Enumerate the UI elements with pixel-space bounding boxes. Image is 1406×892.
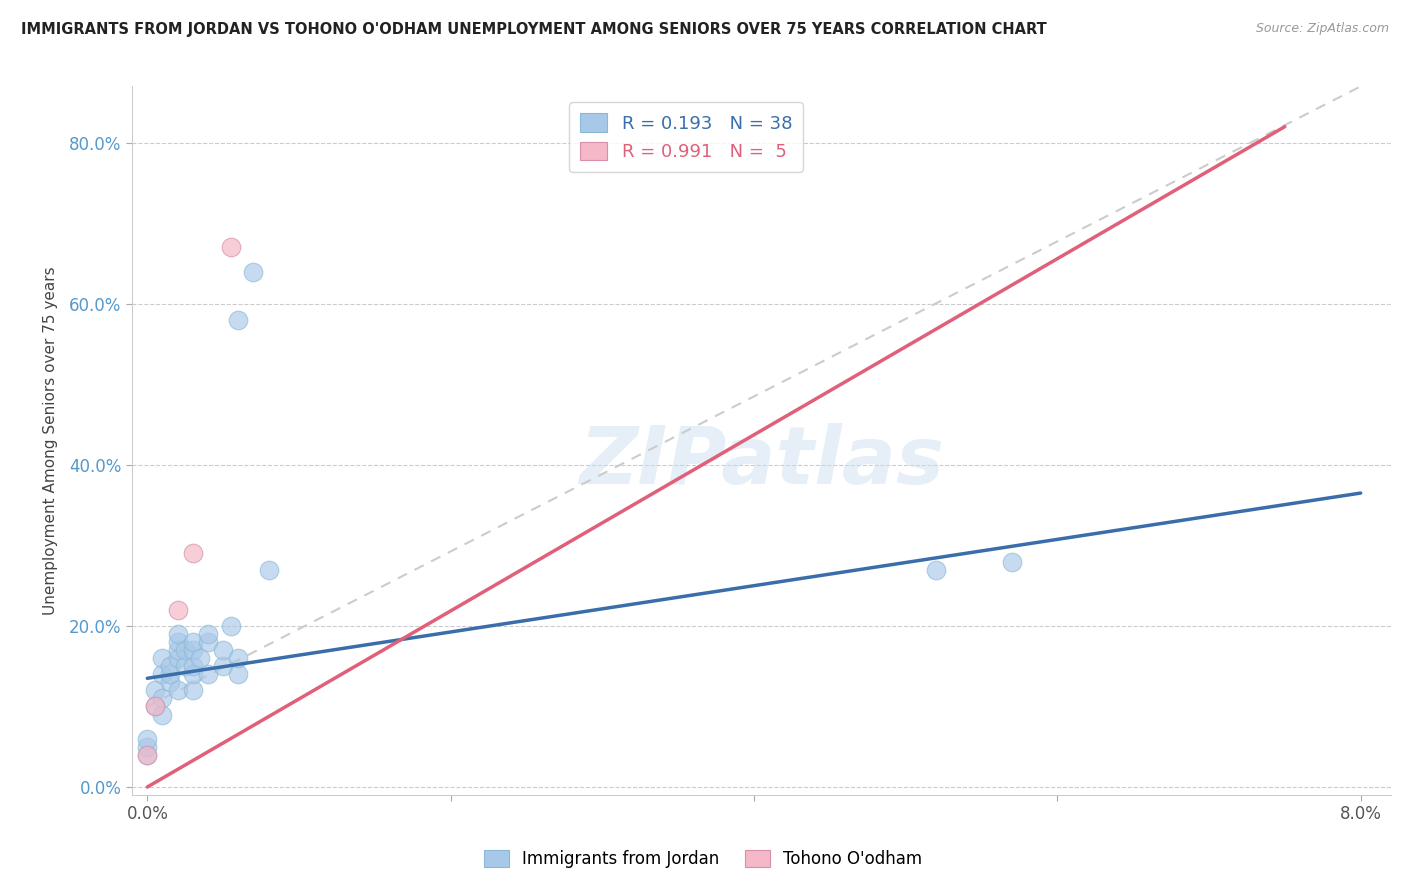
Point (143, 683, 166, 698)
Point (257, 563, 280, 577)
Point (181, 659, 204, 673)
Point (174, 659, 197, 673)
Point (212, 659, 235, 673)
Point (166, 603, 188, 617)
Point (925, 563, 948, 577)
Point (226, 667, 249, 681)
Point (143, 699, 166, 714)
Point (143, 699, 166, 714)
Point (242, 264, 264, 278)
Point (212, 643, 235, 657)
Point (197, 627, 219, 641)
Point (166, 683, 188, 698)
Point (136, 747, 159, 762)
Point (166, 627, 188, 641)
Point (159, 675, 181, 690)
Y-axis label: Unemployment Among Seniors over 75 years: Unemployment Among Seniors over 75 years (44, 267, 58, 615)
Point (174, 643, 197, 657)
Legend: R = 0.193   N = 38, R = 0.991   N =  5: R = 0.193 N = 38, R = 0.991 N = 5 (569, 103, 803, 172)
Point (159, 659, 181, 673)
Point (226, 313, 249, 327)
Point (152, 651, 174, 665)
Point (136, 739, 159, 754)
Point (152, 707, 174, 722)
Point (181, 546, 204, 560)
Point (219, 619, 242, 633)
Point (136, 731, 159, 746)
Point (181, 683, 204, 698)
Point (166, 635, 188, 649)
Point (152, 667, 174, 681)
Point (197, 635, 219, 649)
Point (181, 635, 204, 649)
Point (190, 651, 212, 665)
Point (197, 667, 219, 681)
Point (136, 747, 159, 762)
Point (152, 691, 174, 706)
Point (181, 667, 204, 681)
Point (1001, 554, 1024, 568)
Point (166, 643, 188, 657)
Point (219, 240, 242, 254)
Point (181, 643, 204, 657)
Point (166, 651, 188, 665)
Text: Source: ZipAtlas.com: Source: ZipAtlas.com (1256, 22, 1389, 36)
Text: IMMIGRANTS FROM JORDAN VS TOHONO O'ODHAM UNEMPLOYMENT AMONG SENIORS OVER 75 YEAR: IMMIGRANTS FROM JORDAN VS TOHONO O'ODHAM… (21, 22, 1047, 37)
Legend: Immigrants from Jordan, Tohono O'odham: Immigrants from Jordan, Tohono O'odham (477, 843, 929, 875)
Point (226, 651, 249, 665)
Point (159, 667, 181, 681)
Text: ZIPatlas: ZIPatlas (579, 423, 943, 501)
